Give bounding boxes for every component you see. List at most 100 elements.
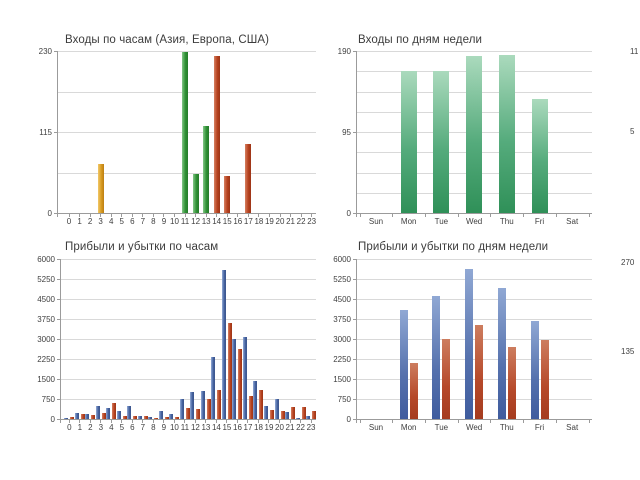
x-axis-label: 4: [108, 217, 114, 226]
x-axis-tick: [237, 214, 239, 217]
x-axis-label: 11: [180, 423, 190, 432]
x-axis-line: [57, 213, 316, 214]
bar-profit: [497, 288, 506, 419]
gridline: [58, 51, 316, 52]
x-axis-label: Thu: [499, 217, 514, 226]
x-axis-tick: [131, 420, 133, 423]
x-axis-label: 9: [161, 217, 167, 226]
x-axis-tick: [425, 214, 427, 217]
bar-loss: [101, 413, 106, 419]
bar-profit: [169, 414, 174, 419]
y-axis-tick: [54, 132, 57, 133]
x-axis-label: 19: [264, 423, 274, 432]
y-axis-tick: [57, 279, 60, 280]
y-axis-label: 230: [38, 47, 52, 56]
x-axis-tick: [588, 214, 590, 217]
y-axis-tick: [353, 359, 356, 360]
bar-loss: [91, 415, 96, 419]
chart-title: Входы по часам (Азия, Европа, США): [65, 34, 270, 46]
x-axis-label: 14: [212, 217, 222, 226]
gridline: [357, 339, 592, 340]
x-axis-label: 23: [306, 423, 316, 432]
bar-loss: [122, 416, 127, 419]
bar-loss: [175, 417, 180, 419]
y-axis-label: 95: [342, 128, 351, 137]
x-axis-tick: [289, 420, 291, 423]
gridline: [357, 379, 592, 380]
x-axis-tick: [110, 214, 112, 217]
bar-loss: [206, 399, 211, 419]
bar-loss: [154, 418, 159, 419]
x-axis-label: 18: [254, 217, 264, 226]
bar-profit: [295, 418, 300, 419]
x-axis-tick: [247, 420, 249, 423]
gridline: [61, 319, 316, 320]
bar: [245, 144, 252, 213]
x-axis-label: 0: [67, 423, 72, 432]
bar-loss: [442, 339, 451, 419]
plot-area-pnl-by-weekday: 6000 5250 4500 3750 3000 2250 1500 750 0 Sun Mon Tu…: [333, 255, 592, 432]
gridline: [61, 279, 316, 280]
clipped-y-axis-label: 5: [630, 127, 635, 136]
x-axis-tick: [226, 420, 228, 423]
x-axis-tick: [523, 214, 525, 217]
x-axis-tick: [89, 214, 91, 217]
x-axis-tick: [152, 214, 154, 217]
y-axis-label: 1500: [37, 375, 55, 384]
x-axis-label: 1: [77, 217, 82, 226]
x-axis-tick: [121, 420, 123, 423]
x-axis-label: Sun: [368, 423, 384, 432]
bar-loss: [291, 407, 295, 419]
x-axis-label: Fri: [534, 423, 545, 432]
x-axis-label: 13: [201, 217, 211, 226]
x-axis-label: Wed: [465, 423, 483, 432]
y-axis-label: 0: [47, 209, 52, 218]
y-axis-label: 190: [337, 47, 351, 56]
x-axis-tick: [89, 420, 91, 423]
x-axis-label: 14: [211, 423, 221, 432]
x-axis-tick: [163, 420, 165, 423]
x-axis-tick: [392, 214, 394, 217]
y-axis-label: 3000: [333, 335, 351, 344]
x-axis-tick: [226, 214, 228, 217]
bar-loss: [185, 408, 190, 419]
bar-profit: [306, 416, 311, 419]
bar-loss: [269, 410, 274, 419]
bar-profit: [179, 399, 184, 419]
x-axis-label: 9: [161, 423, 167, 432]
bar-profit: [158, 411, 163, 419]
x-axis-tick: [247, 214, 249, 217]
y-axis-label: 5250: [333, 275, 351, 284]
chart-title: Входы по дням недели: [358, 34, 483, 46]
bar-profit: [116, 411, 121, 419]
y-axis-tick: [353, 399, 356, 400]
y-axis-label: 3750: [37, 315, 55, 324]
x-axis-tick: [163, 214, 165, 217]
x-axis-label: 3: [98, 423, 104, 432]
x-axis-tick: [215, 420, 217, 423]
x-axis-line: [356, 213, 592, 214]
x-axis-label: 8: [151, 217, 156, 226]
y-axis-tick: [57, 399, 60, 400]
y-axis-label: 2250: [37, 355, 55, 364]
gridline: [357, 259, 592, 260]
x-axis-label: 10: [169, 423, 179, 432]
bar-profit: [285, 412, 289, 419]
x-axis-label: 12: [191, 217, 201, 226]
x-axis-tick: [152, 420, 154, 423]
x-axis-tick: [184, 420, 186, 423]
bar-profit: [127, 406, 132, 419]
y-axis-tick: [353, 279, 356, 280]
x-axis-tick: [490, 420, 492, 423]
bar-loss: [238, 349, 243, 419]
x-axis-label: 23: [307, 217, 317, 226]
x-axis-tick: [184, 214, 186, 217]
bar-profit: [242, 337, 247, 419]
y-axis-label: 3750: [333, 315, 351, 324]
x-axis-label: 20: [275, 423, 284, 432]
gridline: [61, 339, 316, 340]
y-axis-tick: [57, 359, 60, 360]
bar-profit: [274, 399, 279, 419]
x-axis-tick: [173, 420, 175, 423]
